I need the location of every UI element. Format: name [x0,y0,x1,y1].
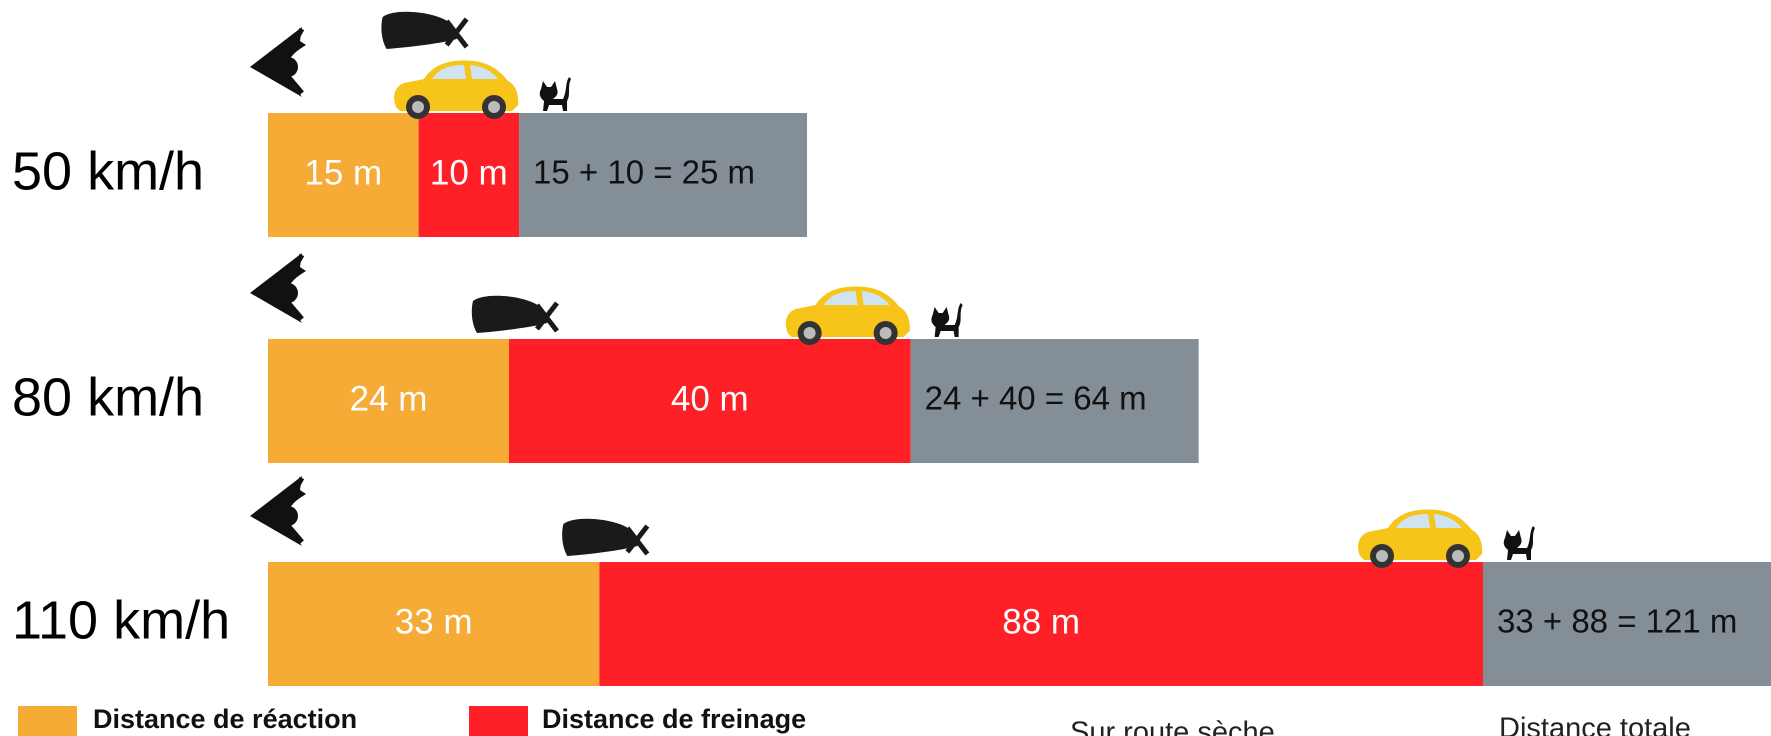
value-label: 33 m [395,602,473,641]
total-label: 33 + 88 = 121 m [1497,603,1737,640]
foot-icon [381,12,466,49]
cat-icon [1504,526,1535,560]
value-label: 24 m [350,379,428,418]
car-icon [786,287,910,345]
eye-icon [250,27,306,97]
total-label: 24 + 40 = 64 m [925,380,1147,417]
legend-label: Distance de réaction [93,704,357,734]
category-label: 110 km/h [12,590,230,650]
category-label: 50 km/h [12,141,204,201]
cat-icon [931,303,962,337]
car-hub [1452,550,1464,562]
cat-shape [1504,526,1535,560]
annotation: Sur route sèche [1070,717,1275,736]
category-label: 80 km/h [12,367,204,427]
value-label: 15 m [304,153,382,192]
cat-icon [540,77,571,111]
car-hub [804,327,816,339]
car-hub [488,101,500,113]
eye-icon [250,476,306,546]
car-hub [1376,550,1388,562]
eye-pupil [278,57,298,77]
value-label: 40 m [671,379,749,418]
legend-label: Distance totale [1499,713,1691,736]
legend-swatch [18,706,77,736]
car-icon [394,61,518,119]
car-hub [880,327,892,339]
eye-icon [250,253,306,323]
eye-pupil [278,506,298,526]
legend-swatch [469,706,528,736]
car-hub [412,101,424,113]
car-icon [1358,510,1482,568]
cat-shape [931,303,962,337]
eye-pupil [278,283,298,303]
foot-icon [472,296,557,333]
value-label: 10 m [430,153,508,192]
legend-label: Distance de freinage [542,704,806,734]
value-label: 88 m [1002,602,1080,641]
cat-shape [540,77,571,111]
foot-icon [562,519,647,556]
chart: Sur route sèche 50 km/h 15 m 10 m 15 + 10 =… [0,0,1771,736]
total-label: 15 + 10 = 25 m [533,154,755,191]
